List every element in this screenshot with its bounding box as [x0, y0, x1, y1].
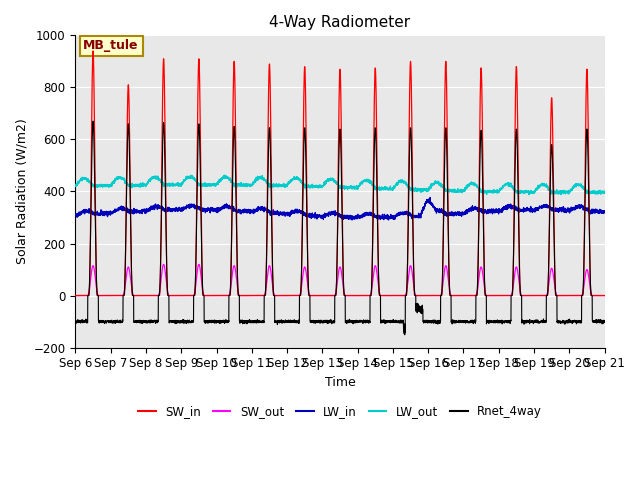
- Legend: SW_in, SW_out, LW_in, LW_out, Rnet_4way: SW_in, SW_out, LW_in, LW_out, Rnet_4way: [133, 400, 547, 423]
- Y-axis label: Solar Radiation (W/m2): Solar Radiation (W/m2): [15, 119, 28, 264]
- Text: MB_tule: MB_tule: [83, 39, 139, 52]
- Title: 4-Way Radiometer: 4-Way Radiometer: [269, 15, 410, 30]
- X-axis label: Time: Time: [324, 376, 355, 389]
